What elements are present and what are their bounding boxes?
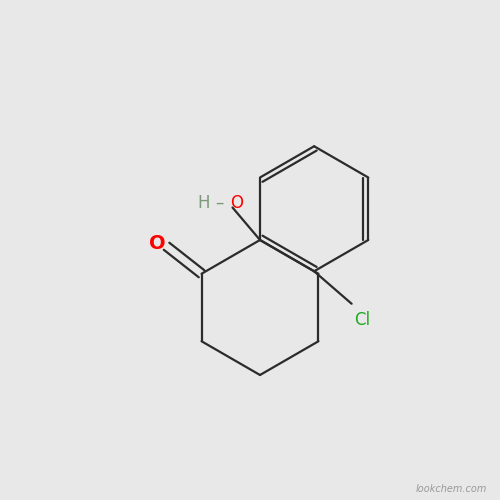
Text: O: O xyxy=(230,194,243,212)
Text: Cl: Cl xyxy=(354,311,370,329)
Text: –: – xyxy=(215,194,223,212)
Text: lookchem.com: lookchem.com xyxy=(416,484,488,494)
Text: H: H xyxy=(198,194,210,212)
Text: O: O xyxy=(149,234,166,253)
